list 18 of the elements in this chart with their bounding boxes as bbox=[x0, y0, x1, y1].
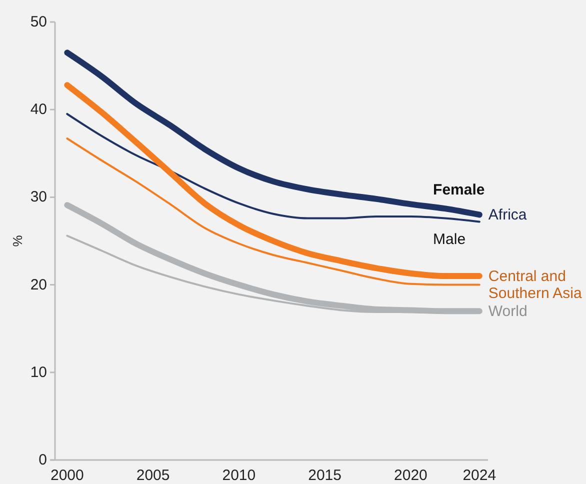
series-label: Central and Southern Asia bbox=[488, 268, 582, 302]
y-tick-label: 50 bbox=[30, 14, 47, 30]
annotation: Female bbox=[433, 182, 485, 199]
x-tick-label: 2015 bbox=[308, 467, 342, 484]
x-tick-label: 2010 bbox=[222, 467, 256, 484]
series-label: Africa bbox=[488, 206, 528, 224]
x-tick-label: 2005 bbox=[136, 467, 170, 484]
y-tick-label: 10 bbox=[30, 364, 47, 381]
x-tick-label: 2020 bbox=[394, 467, 428, 484]
y-tick-label: 30 bbox=[30, 188, 47, 206]
x-tick-label: 2000 bbox=[50, 467, 84, 484]
y-tick-label: 40 bbox=[30, 101, 47, 118]
annotation: Male bbox=[433, 231, 466, 248]
y-axis-title: % bbox=[10, 234, 25, 247]
y-tick-label: 20 bbox=[30, 276, 47, 294]
y-tick-label: 0 bbox=[38, 452, 47, 468]
x-tick-label: 2024 bbox=[462, 467, 496, 484]
series-label: World bbox=[488, 303, 528, 320]
